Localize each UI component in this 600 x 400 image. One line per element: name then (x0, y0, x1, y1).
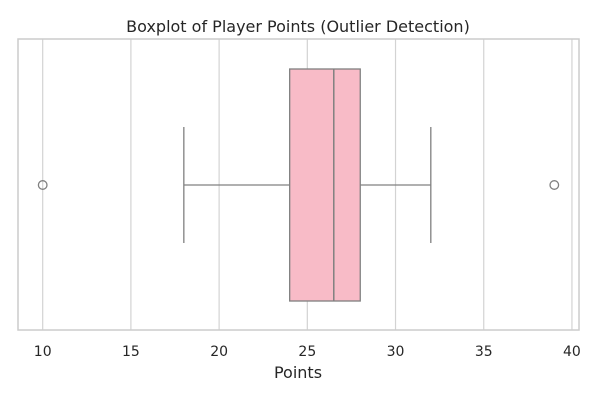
outlier-point-1 (549, 180, 560, 190)
x-tick-label-10: 10 (34, 344, 52, 360)
x-tick-label-25: 25 (298, 344, 316, 360)
x-axis-label: Points (274, 363, 322, 382)
outlier-point-0 (37, 180, 48, 190)
x-tick-labels: 10 15 20 25 30 35 40 (34, 344, 581, 360)
x-tick-label-20: 20 (210, 344, 228, 360)
x-tick-label-35: 35 (475, 344, 493, 360)
iqr-box (289, 68, 361, 302)
chart-title: Boxplot of Player Points (Outlier Detect… (126, 17, 470, 36)
x-tick-label-40: 40 (563, 344, 581, 360)
plot-frame (17, 38, 580, 331)
boxplot-marks (37, 68, 560, 302)
x-tick-label-30: 30 (387, 344, 405, 360)
x-tick-label-15: 15 (122, 344, 140, 360)
